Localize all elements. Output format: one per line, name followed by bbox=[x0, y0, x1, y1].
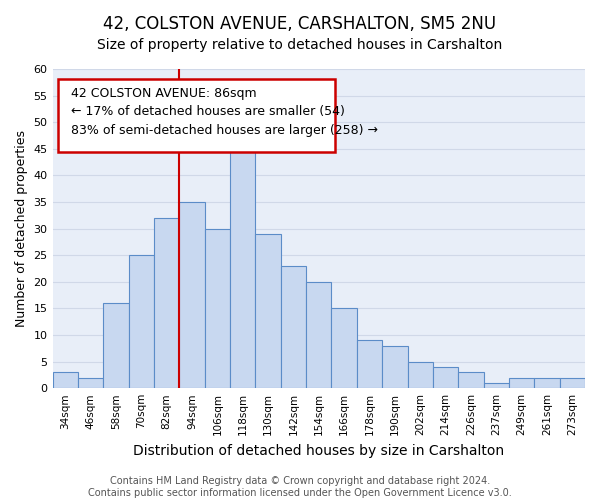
Bar bbox=[407, 362, 433, 388]
Bar bbox=[205, 228, 230, 388]
Bar bbox=[331, 308, 357, 388]
Bar bbox=[256, 234, 281, 388]
Bar bbox=[103, 303, 128, 388]
Bar bbox=[560, 378, 585, 388]
Bar bbox=[382, 346, 407, 388]
Bar bbox=[484, 383, 509, 388]
Y-axis label: Number of detached properties: Number of detached properties bbox=[15, 130, 28, 327]
Bar bbox=[58, 78, 335, 152]
Bar bbox=[128, 255, 154, 388]
Text: Contains HM Land Registry data © Crown copyright and database right 2024.
Contai: Contains HM Land Registry data © Crown c… bbox=[88, 476, 512, 498]
Bar bbox=[306, 282, 331, 388]
Text: Size of property relative to detached houses in Carshalton: Size of property relative to detached ho… bbox=[97, 38, 503, 52]
Bar bbox=[357, 340, 382, 388]
Bar bbox=[509, 378, 534, 388]
Bar bbox=[433, 367, 458, 388]
Bar bbox=[534, 378, 560, 388]
Bar bbox=[230, 128, 256, 388]
Bar bbox=[458, 372, 484, 388]
Text: 42, COLSTON AVENUE, CARSHALTON, SM5 2NU: 42, COLSTON AVENUE, CARSHALTON, SM5 2NU bbox=[103, 15, 497, 33]
Bar bbox=[179, 202, 205, 388]
Bar bbox=[154, 218, 179, 388]
Text: 42 COLSTON AVENUE: 86sqm
← 17% of detached houses are smaller (54)
83% of semi-d: 42 COLSTON AVENUE: 86sqm ← 17% of detach… bbox=[71, 86, 378, 136]
X-axis label: Distribution of detached houses by size in Carshalton: Distribution of detached houses by size … bbox=[133, 444, 505, 458]
Bar bbox=[53, 372, 78, 388]
Bar bbox=[78, 378, 103, 388]
Bar bbox=[281, 266, 306, 388]
